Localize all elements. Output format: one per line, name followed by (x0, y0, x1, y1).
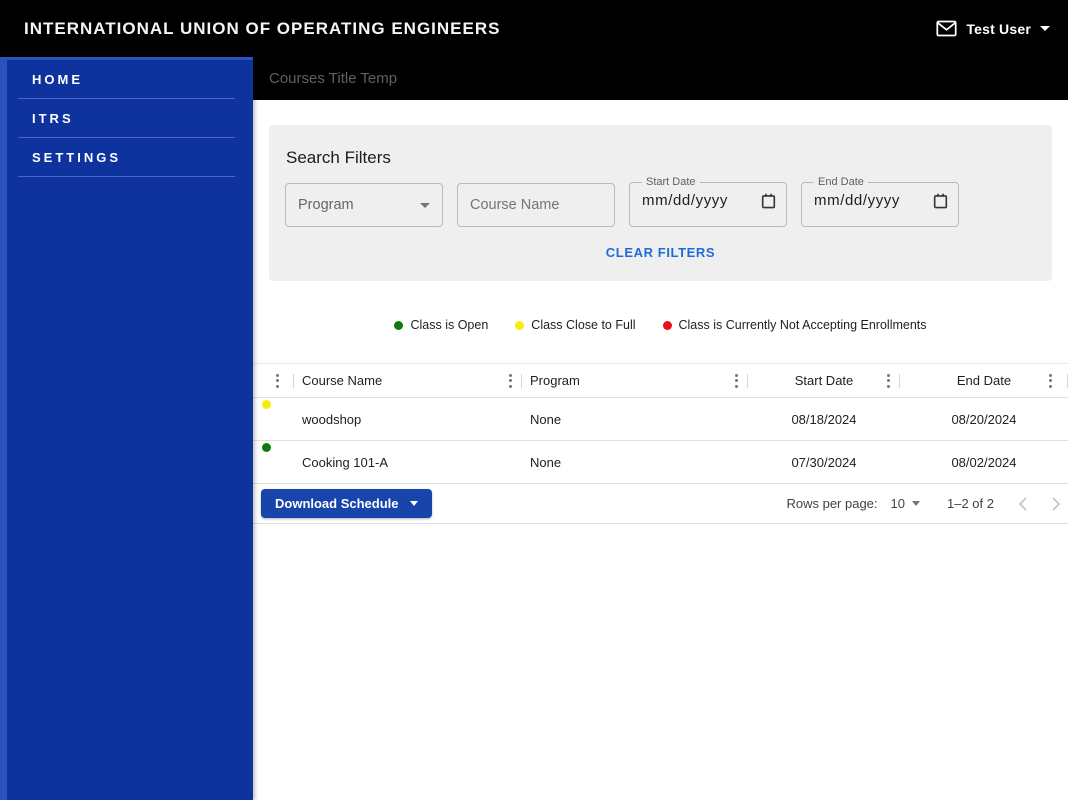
chevron-down-icon (420, 202, 430, 208)
user-menu[interactable]: Test User (936, 20, 1050, 37)
sidebar-item-itrs[interactable]: ITRS (18, 99, 235, 138)
app-bar: INTERNATIONAL UNION OF OPERATING ENGINEE… (0, 0, 1068, 57)
program-select-value: Program (298, 197, 354, 213)
column-menu-icon[interactable] (885, 372, 892, 390)
program-cell: None (530, 411, 562, 427)
legend-item-open: Class is Open (394, 318, 488, 332)
calendar-icon[interactable] (761, 193, 776, 209)
program-select[interactable]: Program (285, 183, 443, 227)
table-row[interactable]: Cooking 101-A None 07/30/2024 08/02/2024 (253, 441, 1068, 484)
column-menu-icon[interactable] (733, 372, 740, 390)
sidebar-item-home[interactable]: HOME (18, 60, 235, 99)
table-row[interactable]: woodshop None 08/18/2024 08/20/2024 (253, 398, 1068, 441)
previous-page-button[interactable] (1017, 496, 1028, 512)
chevron-down-icon (912, 501, 920, 506)
column-menu-icon[interactable] (274, 372, 281, 390)
legend-item-close-to-full: Class Close to Full (515, 318, 636, 332)
clear-filters-button[interactable]: CLEAR FILTERS (605, 245, 716, 260)
status-dot-icon (262, 400, 271, 409)
filters-heading: Search Filters (286, 148, 391, 167)
end-date-field[interactable]: End Date mm/dd/yyyy (801, 176, 959, 227)
envelope-icon[interactable] (936, 20, 957, 37)
table-footer: Download Schedule Rows per page: 10 1–2 … (253, 484, 1068, 524)
download-schedule-label: Download Schedule (275, 496, 399, 511)
next-page-button[interactable] (1051, 496, 1062, 512)
start-date-cell: 07/30/2024 (791, 454, 857, 470)
column-header-start-date[interactable]: Start Date (748, 364, 900, 397)
sidebar-item-settings[interactable]: SETTINGS (18, 138, 235, 177)
column-header-status[interactable] (253, 364, 294, 397)
column-header-course-name[interactable]: Course Name (294, 364, 522, 397)
courses-table: Course Name Program Start Date End Date … (253, 363, 1068, 524)
app-title: INTERNATIONAL UNION OF OPERATING ENGINEE… (24, 18, 501, 38)
column-title: Program (530, 373, 580, 388)
filters-fields-row: Program Start Date mm/dd/yyyy (285, 176, 1036, 227)
course-name-cell: Cooking 101-A (302, 454, 388, 470)
start-date-field[interactable]: Start Date mm/dd/yyyy (629, 176, 787, 227)
start-date-value[interactable]: mm/dd/yyyy (642, 192, 729, 209)
page-title: Courses Title Temp (269, 70, 398, 87)
course-name-input[interactable] (470, 197, 602, 213)
start-date-label: Start Date (646, 176, 696, 188)
caret-down-icon[interactable] (1040, 26, 1050, 31)
legend-label: Class is Currently Not Accepting Enrollm… (678, 318, 927, 332)
end-date-label: End Date (818, 176, 864, 188)
column-menu-icon[interactable] (1047, 372, 1054, 390)
rows-per-page-value: 10 (890, 496, 905, 511)
column-header-end-date[interactable]: End Date (900, 364, 1068, 397)
clear-filters-row: CLEAR FILTERS (285, 244, 1036, 262)
rows-per-page-label: Rows per page: (786, 496, 878, 511)
main-content: Search Filters Program Start Date mm/dd/… (253, 100, 1068, 524)
course-name-cell: woodshop (302, 411, 362, 427)
search-filters-card: Search Filters Program Start Date mm/dd/… (269, 125, 1052, 281)
table-header-row: Course Name Program Start Date End Date (253, 364, 1068, 398)
column-header-program[interactable]: Program (522, 364, 748, 397)
start-date-cell: 08/18/2024 (791, 411, 857, 427)
legend-item-not-accepting: Class is Currently Not Accepting Enrollm… (662, 318, 927, 332)
end-date-cell: 08/02/2024 (951, 454, 1017, 470)
end-date-value[interactable]: mm/dd/yyyy (814, 192, 901, 209)
program-cell: None (530, 454, 562, 470)
status-legend: Class is Open Class Close to Full Class … (253, 318, 1068, 332)
pagination: Rows per page: 10 1–2 of 2 (786, 496, 1062, 512)
column-title: Start Date (794, 373, 854, 388)
page-title-bar: Courses Title Temp (253, 57, 1068, 100)
course-name-field[interactable] (457, 183, 615, 227)
red-dot-icon (662, 320, 672, 330)
user-name[interactable]: Test User (966, 20, 1031, 37)
column-title: Course Name (302, 373, 383, 388)
legend-label: Class Close to Full (531, 318, 636, 332)
yellow-dot-icon (515, 320, 525, 330)
legend-label: Class is Open (410, 318, 489, 332)
end-date-cell: 08/20/2024 (951, 411, 1017, 427)
column-menu-icon[interactable] (507, 372, 514, 390)
calendar-icon[interactable] (933, 193, 948, 209)
pagination-range: 1–2 of 2 (947, 496, 994, 511)
sidebar: HOME ITRS SETTINGS (0, 57, 253, 800)
download-schedule-button[interactable]: Download Schedule (261, 489, 432, 518)
green-dot-icon (394, 320, 404, 330)
caret-down-icon (409, 501, 418, 506)
rows-per-page-select[interactable]: 10 (891, 496, 920, 511)
status-dot-icon (262, 443, 271, 452)
column-title: End Date (956, 373, 1012, 388)
